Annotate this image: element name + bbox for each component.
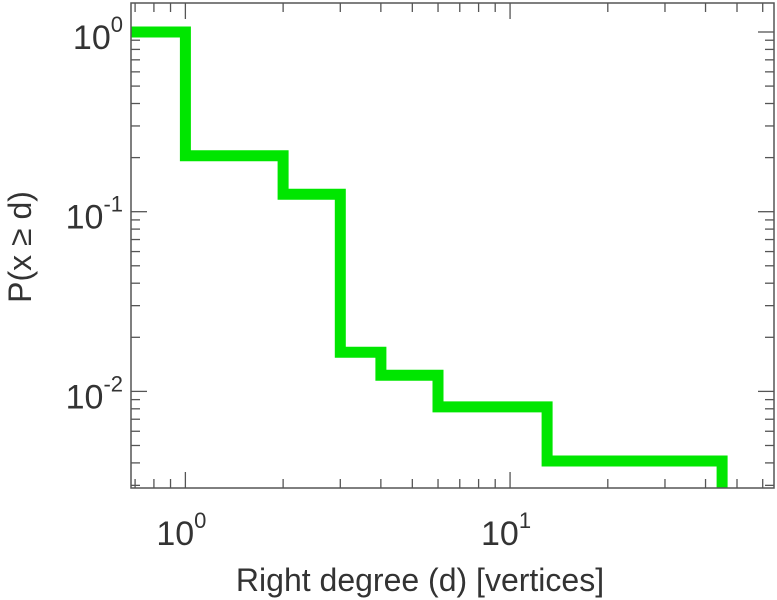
x-axis-title: Right degree (d) [vertices] (236, 562, 604, 598)
plot-frame (130, 2, 775, 489)
y-tick-label: 10-2 (66, 371, 123, 416)
series-layer (131, 26, 728, 488)
axis-ticks (131, 3, 774, 488)
tick-labels: 100 101 100 10-1 10-2 (66, 12, 531, 553)
x-tick-label: 100 (156, 508, 206, 553)
ccdf-step-line (131, 26, 728, 488)
y-tick-label: 10-1 (66, 192, 123, 237)
y-tick-label: 100 (73, 12, 123, 57)
y-axis-title: P(x ≥ d) (2, 191, 38, 303)
x-tick-label: 101 (481, 508, 531, 553)
